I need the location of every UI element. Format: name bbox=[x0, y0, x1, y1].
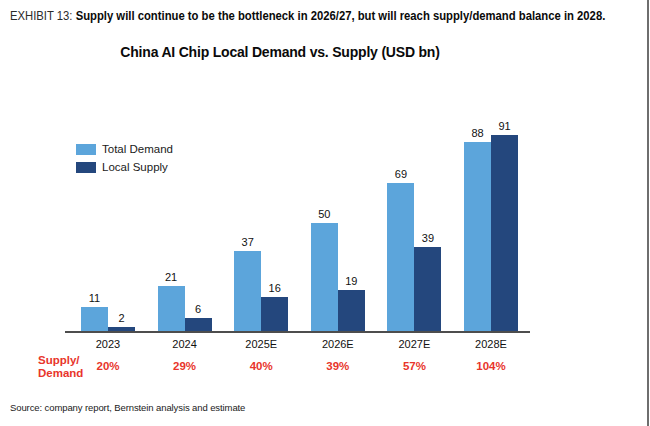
bar-value-label: 21 bbox=[151, 271, 191, 283]
bar-value-label: 6 bbox=[178, 303, 218, 315]
ratio-value: 57% bbox=[384, 360, 444, 372]
bar-value-label: 16 bbox=[255, 282, 295, 294]
page: EXHIBIT 13: Supply will continue to be t… bbox=[0, 0, 650, 426]
bar-supply-2026E bbox=[338, 290, 365, 331]
legend-label: Local Supply bbox=[102, 161, 168, 173]
legend-item: Total Demand bbox=[76, 140, 173, 158]
bar-supply-2027E bbox=[414, 247, 441, 331]
legend-label: Total Demand bbox=[102, 143, 173, 155]
bar-demand-2028E bbox=[464, 142, 491, 331]
legend-swatch bbox=[76, 162, 96, 173]
bar-supply-2028E bbox=[491, 135, 518, 331]
legend-item: Local Supply bbox=[76, 158, 173, 176]
supply-demand-label: Supply/Demand bbox=[38, 354, 83, 380]
category-label: 2027E bbox=[384, 338, 444, 350]
bar-value-label: 11 bbox=[75, 292, 115, 304]
bar-value-label: 19 bbox=[331, 275, 371, 287]
exhibit-title: Supply will continue to be the bottlenec… bbox=[76, 9, 606, 23]
category-label: 2023 bbox=[78, 338, 138, 350]
exhibit-header: EXHIBIT 13: Supply will continue to be t… bbox=[10, 9, 605, 23]
page-right-border bbox=[647, 0, 649, 426]
legend-swatch bbox=[76, 144, 96, 155]
supply-demand-label-line1: Supply/ bbox=[38, 354, 83, 367]
bar-value-label: 69 bbox=[381, 168, 421, 180]
bar-value-label: 37 bbox=[228, 236, 268, 248]
bar-value-label: 50 bbox=[304, 208, 344, 220]
legend: Total Demand Local Supply bbox=[76, 140, 173, 176]
ratio-value: 39% bbox=[308, 360, 368, 372]
ratio-value: 104% bbox=[461, 360, 521, 372]
bar-supply-2024 bbox=[185, 318, 212, 331]
category-label: 2024 bbox=[155, 338, 215, 350]
ratio-value: 20% bbox=[78, 360, 138, 372]
category-label: 2026E bbox=[308, 338, 368, 350]
x-axis-line bbox=[65, 331, 530, 333]
ratio-value: 40% bbox=[231, 360, 291, 372]
supply-demand-label-line2: Demand bbox=[38, 367, 83, 380]
bar-value-label: 2 bbox=[102, 312, 142, 324]
bar-value-label: 91 bbox=[485, 120, 525, 132]
category-label: 2025E bbox=[231, 338, 291, 350]
ratio-value: 29% bbox=[155, 360, 215, 372]
bar-supply-2025E bbox=[261, 297, 288, 331]
category-label: 2028E bbox=[461, 338, 521, 350]
chart-title: China AI Chip Local Demand vs. Supply (U… bbox=[0, 44, 560, 60]
bar-value-label: 39 bbox=[408, 232, 448, 244]
bar-demand-2027E bbox=[387, 183, 414, 331]
source-note: Source: company report, Bernstein analys… bbox=[10, 402, 245, 413]
exhibit-label: EXHIBIT 13: bbox=[10, 9, 72, 23]
